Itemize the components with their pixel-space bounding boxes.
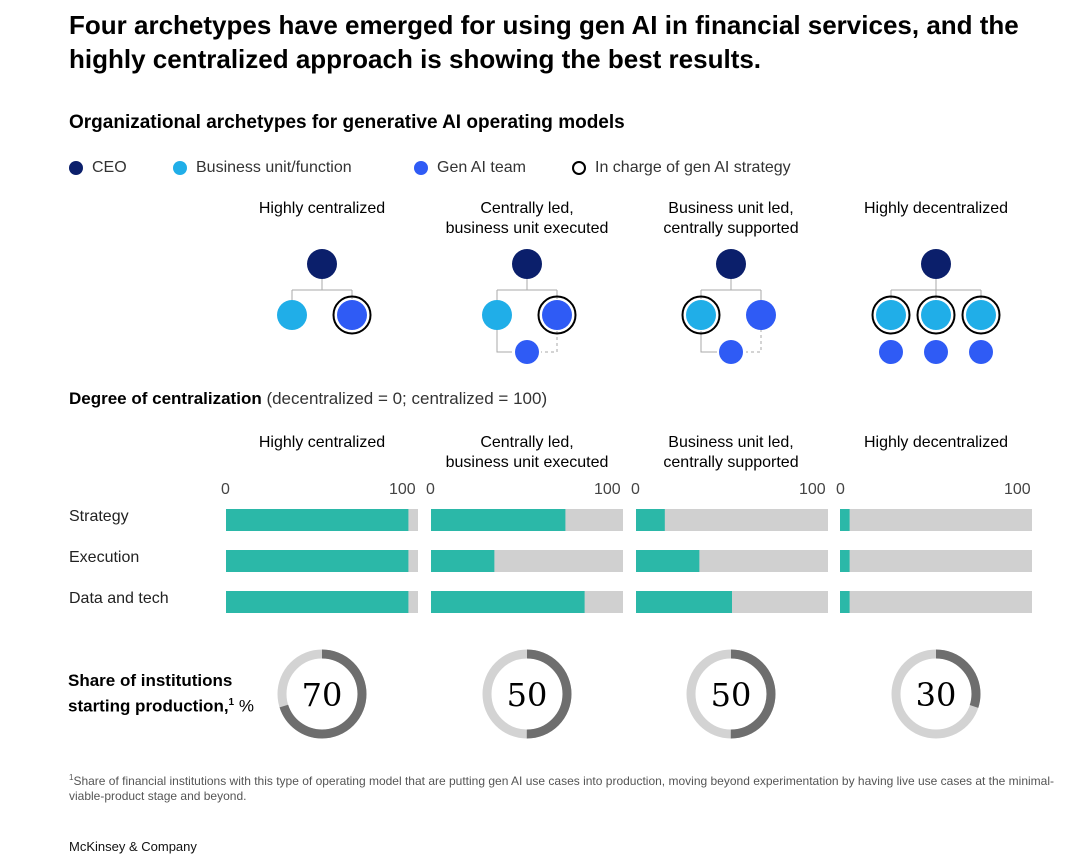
archetype-label-top-1: Highly centralized bbox=[258, 200, 386, 217]
chart-subtitle: Organizational archetypes for generative… bbox=[69, 112, 625, 133]
archetype-label-bars-2: Centrally led, business unit executed bbox=[445, 434, 609, 471]
legend-label: Gen AI team bbox=[437, 159, 526, 176]
row-label-data-and-tech: Data and tech bbox=[69, 590, 169, 607]
donut-track bbox=[482, 649, 572, 739]
donut-value-arc bbox=[482, 649, 572, 739]
legend-label: In charge of gen AI strategy bbox=[595, 159, 791, 176]
donut-value-label: 70 bbox=[302, 676, 343, 714]
bar-value bbox=[431, 591, 585, 613]
node-gen-ai-team bbox=[337, 300, 367, 330]
node-ceo bbox=[512, 249, 542, 279]
bar-value bbox=[840, 591, 850, 613]
legend-item-in-charge: In charge of gen AI strategy bbox=[572, 158, 791, 178]
chart-title: Four archetypes have emerged for using g… bbox=[69, 10, 1019, 74]
tick-max: 100 bbox=[389, 481, 416, 498]
bar-track bbox=[226, 591, 418, 613]
centralization-heading: Degree of centralization (decentralized … bbox=[69, 389, 548, 408]
node-gen-ai-team bbox=[746, 300, 776, 330]
node-in-charge-ring bbox=[681, 295, 721, 335]
legend-label: Business unit/function bbox=[196, 159, 352, 176]
bar-value bbox=[431, 509, 566, 531]
donut-value-label: 30 bbox=[916, 676, 957, 714]
node-business-unit bbox=[966, 300, 996, 330]
bar-value bbox=[636, 509, 665, 531]
bar-track bbox=[226, 509, 418, 531]
node-ceo bbox=[921, 249, 951, 279]
bar-value bbox=[840, 509, 850, 531]
donut-track bbox=[891, 649, 981, 739]
bar-track bbox=[636, 591, 828, 613]
node-ceo bbox=[307, 249, 337, 279]
node-business-unit bbox=[686, 300, 716, 330]
archetype-label-bars-1: Highly centralized bbox=[258, 434, 386, 451]
brand-logo-text: McKinsey & Company bbox=[69, 839, 197, 854]
bar-value bbox=[226, 509, 409, 531]
legend-ring-icon bbox=[572, 161, 586, 175]
bar-track bbox=[840, 591, 1032, 613]
bar-track bbox=[840, 550, 1032, 572]
bar-track bbox=[431, 550, 623, 572]
legend-gen-ai-team-dot-icon bbox=[414, 161, 428, 175]
node-in-charge-ring bbox=[871, 295, 911, 335]
bar-value bbox=[431, 550, 495, 572]
footnote: 1Share of financial institutions with th… bbox=[69, 773, 1055, 803]
legend-item-gen-ai-team: Gen AI team bbox=[414, 158, 526, 178]
tick-min: 0 bbox=[631, 481, 640, 498]
bar-value bbox=[636, 591, 732, 613]
bar-value bbox=[226, 591, 409, 613]
node-ceo bbox=[716, 249, 746, 279]
share-label: Share of institutions starting productio… bbox=[68, 671, 254, 716]
tick-min: 0 bbox=[836, 481, 845, 498]
node-in-charge-ring bbox=[332, 295, 372, 335]
tick-max: 100 bbox=[1004, 481, 1031, 498]
bar-track bbox=[431, 509, 623, 531]
archetype-label-top-2: Centrally led, business unit executed bbox=[445, 200, 609, 237]
node-business-unit bbox=[277, 300, 307, 330]
donut-value-label: 50 bbox=[711, 676, 752, 714]
donut-value-arc bbox=[891, 649, 981, 739]
bar-track bbox=[431, 591, 623, 613]
node-gen-ai-team-sub bbox=[515, 340, 539, 364]
bar-value bbox=[226, 550, 409, 572]
archetype-label-bars-3: Business unit led, centrally supported bbox=[663, 434, 799, 471]
node-in-charge-ring bbox=[961, 295, 1001, 335]
bar-value bbox=[840, 550, 850, 572]
donut-track bbox=[686, 649, 776, 739]
legend-item-ceo: CEO bbox=[69, 158, 127, 178]
node-in-charge-ring bbox=[916, 295, 956, 335]
donut-value-label: 50 bbox=[507, 676, 548, 714]
node-gen-ai-team-sub bbox=[879, 340, 903, 364]
node-business-unit bbox=[876, 300, 906, 330]
node-gen-ai-team-sub bbox=[719, 340, 743, 364]
legend-ceo-dot-icon bbox=[69, 161, 83, 175]
node-gen-ai-team bbox=[542, 300, 572, 330]
node-gen-ai-team-sub bbox=[969, 340, 993, 364]
donut-track bbox=[277, 649, 367, 739]
tick-min: 0 bbox=[426, 481, 435, 498]
donut-value-arc bbox=[277, 649, 367, 739]
archetype-label-top-3: Business unit led, centrally supported bbox=[663, 200, 799, 237]
bar-track bbox=[840, 509, 1032, 531]
row-label-execution: Execution bbox=[69, 549, 140, 566]
node-business-unit bbox=[482, 300, 512, 330]
bar-track bbox=[226, 550, 418, 572]
legend-item-business-unit: Business unit/function bbox=[173, 158, 352, 178]
tick-max: 100 bbox=[594, 481, 621, 498]
row-label-strategy: Strategy bbox=[69, 508, 129, 525]
tick-max: 100 bbox=[799, 481, 826, 498]
legend-label: CEO bbox=[92, 159, 127, 176]
node-in-charge-ring bbox=[537, 295, 577, 335]
bar-value bbox=[636, 550, 700, 572]
bar-track bbox=[636, 509, 828, 531]
archetype-label-bars-4: Highly decentralized bbox=[863, 434, 1009, 451]
tick-min: 0 bbox=[221, 481, 230, 498]
archetype-label-top-4: Highly decentralized bbox=[863, 200, 1009, 217]
donut-value-arc bbox=[686, 649, 776, 739]
bar-track bbox=[636, 550, 828, 572]
node-business-unit bbox=[921, 300, 951, 330]
legend-business-unit-dot-icon bbox=[173, 161, 187, 175]
node-gen-ai-team-sub bbox=[924, 340, 948, 364]
